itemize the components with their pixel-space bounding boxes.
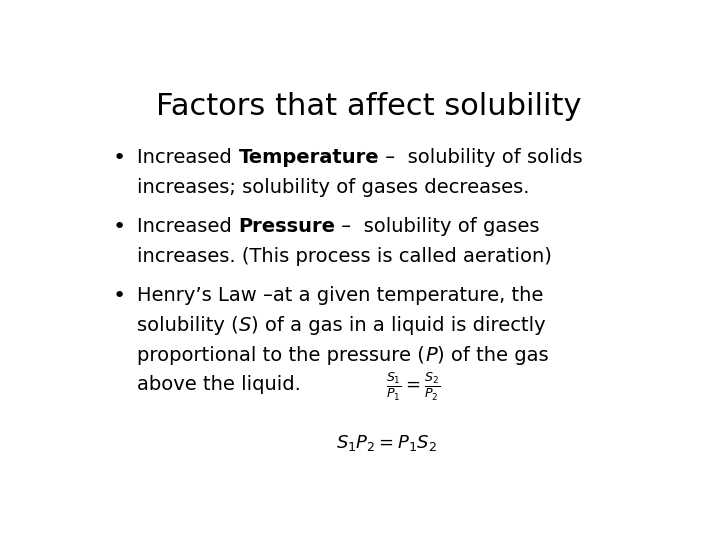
Text: Henry’s Law –at a given temperature, the: Henry’s Law –at a given temperature, the <box>138 286 544 305</box>
Text: $S_1P_2 = P_1S_2$: $S_1P_2 = P_1S_2$ <box>336 433 436 453</box>
Text: above the liquid.: above the liquid. <box>138 375 301 395</box>
Text: •: • <box>112 148 125 168</box>
Text: ) of a gas in a liquid is directly: ) of a gas in a liquid is directly <box>251 315 546 335</box>
Text: Temperature: Temperature <box>238 148 379 167</box>
Text: Pressure: Pressure <box>238 217 336 236</box>
Text: P: P <box>426 346 437 365</box>
Text: Increased: Increased <box>138 217 238 236</box>
Text: ) of the gas: ) of the gas <box>437 346 549 365</box>
Text: Factors that affect solubility: Factors that affect solubility <box>156 92 582 121</box>
Text: increases; solubility of gases decreases.: increases; solubility of gases decreases… <box>138 178 530 197</box>
Text: S: S <box>239 315 251 335</box>
Text: $\frac{S_1}{P_1} = \frac{S_2}{P_2}$: $\frac{S_1}{P_1} = \frac{S_2}{P_2}$ <box>386 372 440 403</box>
Text: –  solubility of gases: – solubility of gases <box>336 217 540 236</box>
Text: •: • <box>112 217 125 237</box>
Text: solubility (: solubility ( <box>138 315 239 335</box>
Text: proportional to the pressure (: proportional to the pressure ( <box>138 346 426 365</box>
Text: •: • <box>112 286 125 306</box>
Text: increases. (This process is called aeration): increases. (This process is called aerat… <box>138 247 552 266</box>
Text: –  solubility of solids: – solubility of solids <box>379 148 582 167</box>
Text: Increased: Increased <box>138 148 238 167</box>
